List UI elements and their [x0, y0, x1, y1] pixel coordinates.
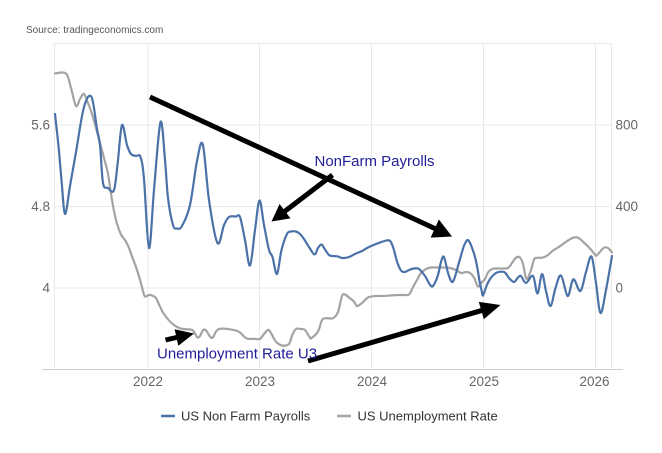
- svg-text:5.6: 5.6: [31, 118, 50, 133]
- svg-text:2024: 2024: [357, 374, 388, 389]
- svg-text:2023: 2023: [245, 374, 275, 389]
- svg-text:400: 400: [616, 199, 639, 214]
- svg-text:Source: tradingeconomics.com: Source: tradingeconomics.com: [26, 25, 163, 36]
- svg-text:2026: 2026: [579, 374, 609, 389]
- svg-text:US Non Farm Payrolls: US Non Farm Payrolls: [181, 409, 311, 424]
- svg-text:2025: 2025: [469, 374, 499, 389]
- svg-text:Unemployment Rate U3: Unemployment Rate U3: [157, 346, 317, 363]
- svg-text:4: 4: [42, 281, 50, 296]
- svg-text:NonFarm Payrolls: NonFarm Payrolls: [315, 153, 435, 170]
- svg-text:2022: 2022: [133, 374, 163, 389]
- svg-text:0: 0: [616, 281, 624, 296]
- svg-text:US Unemployment Rate: US Unemployment Rate: [358, 409, 498, 424]
- svg-text:800: 800: [616, 118, 639, 133]
- svg-text:4.8: 4.8: [31, 199, 50, 214]
